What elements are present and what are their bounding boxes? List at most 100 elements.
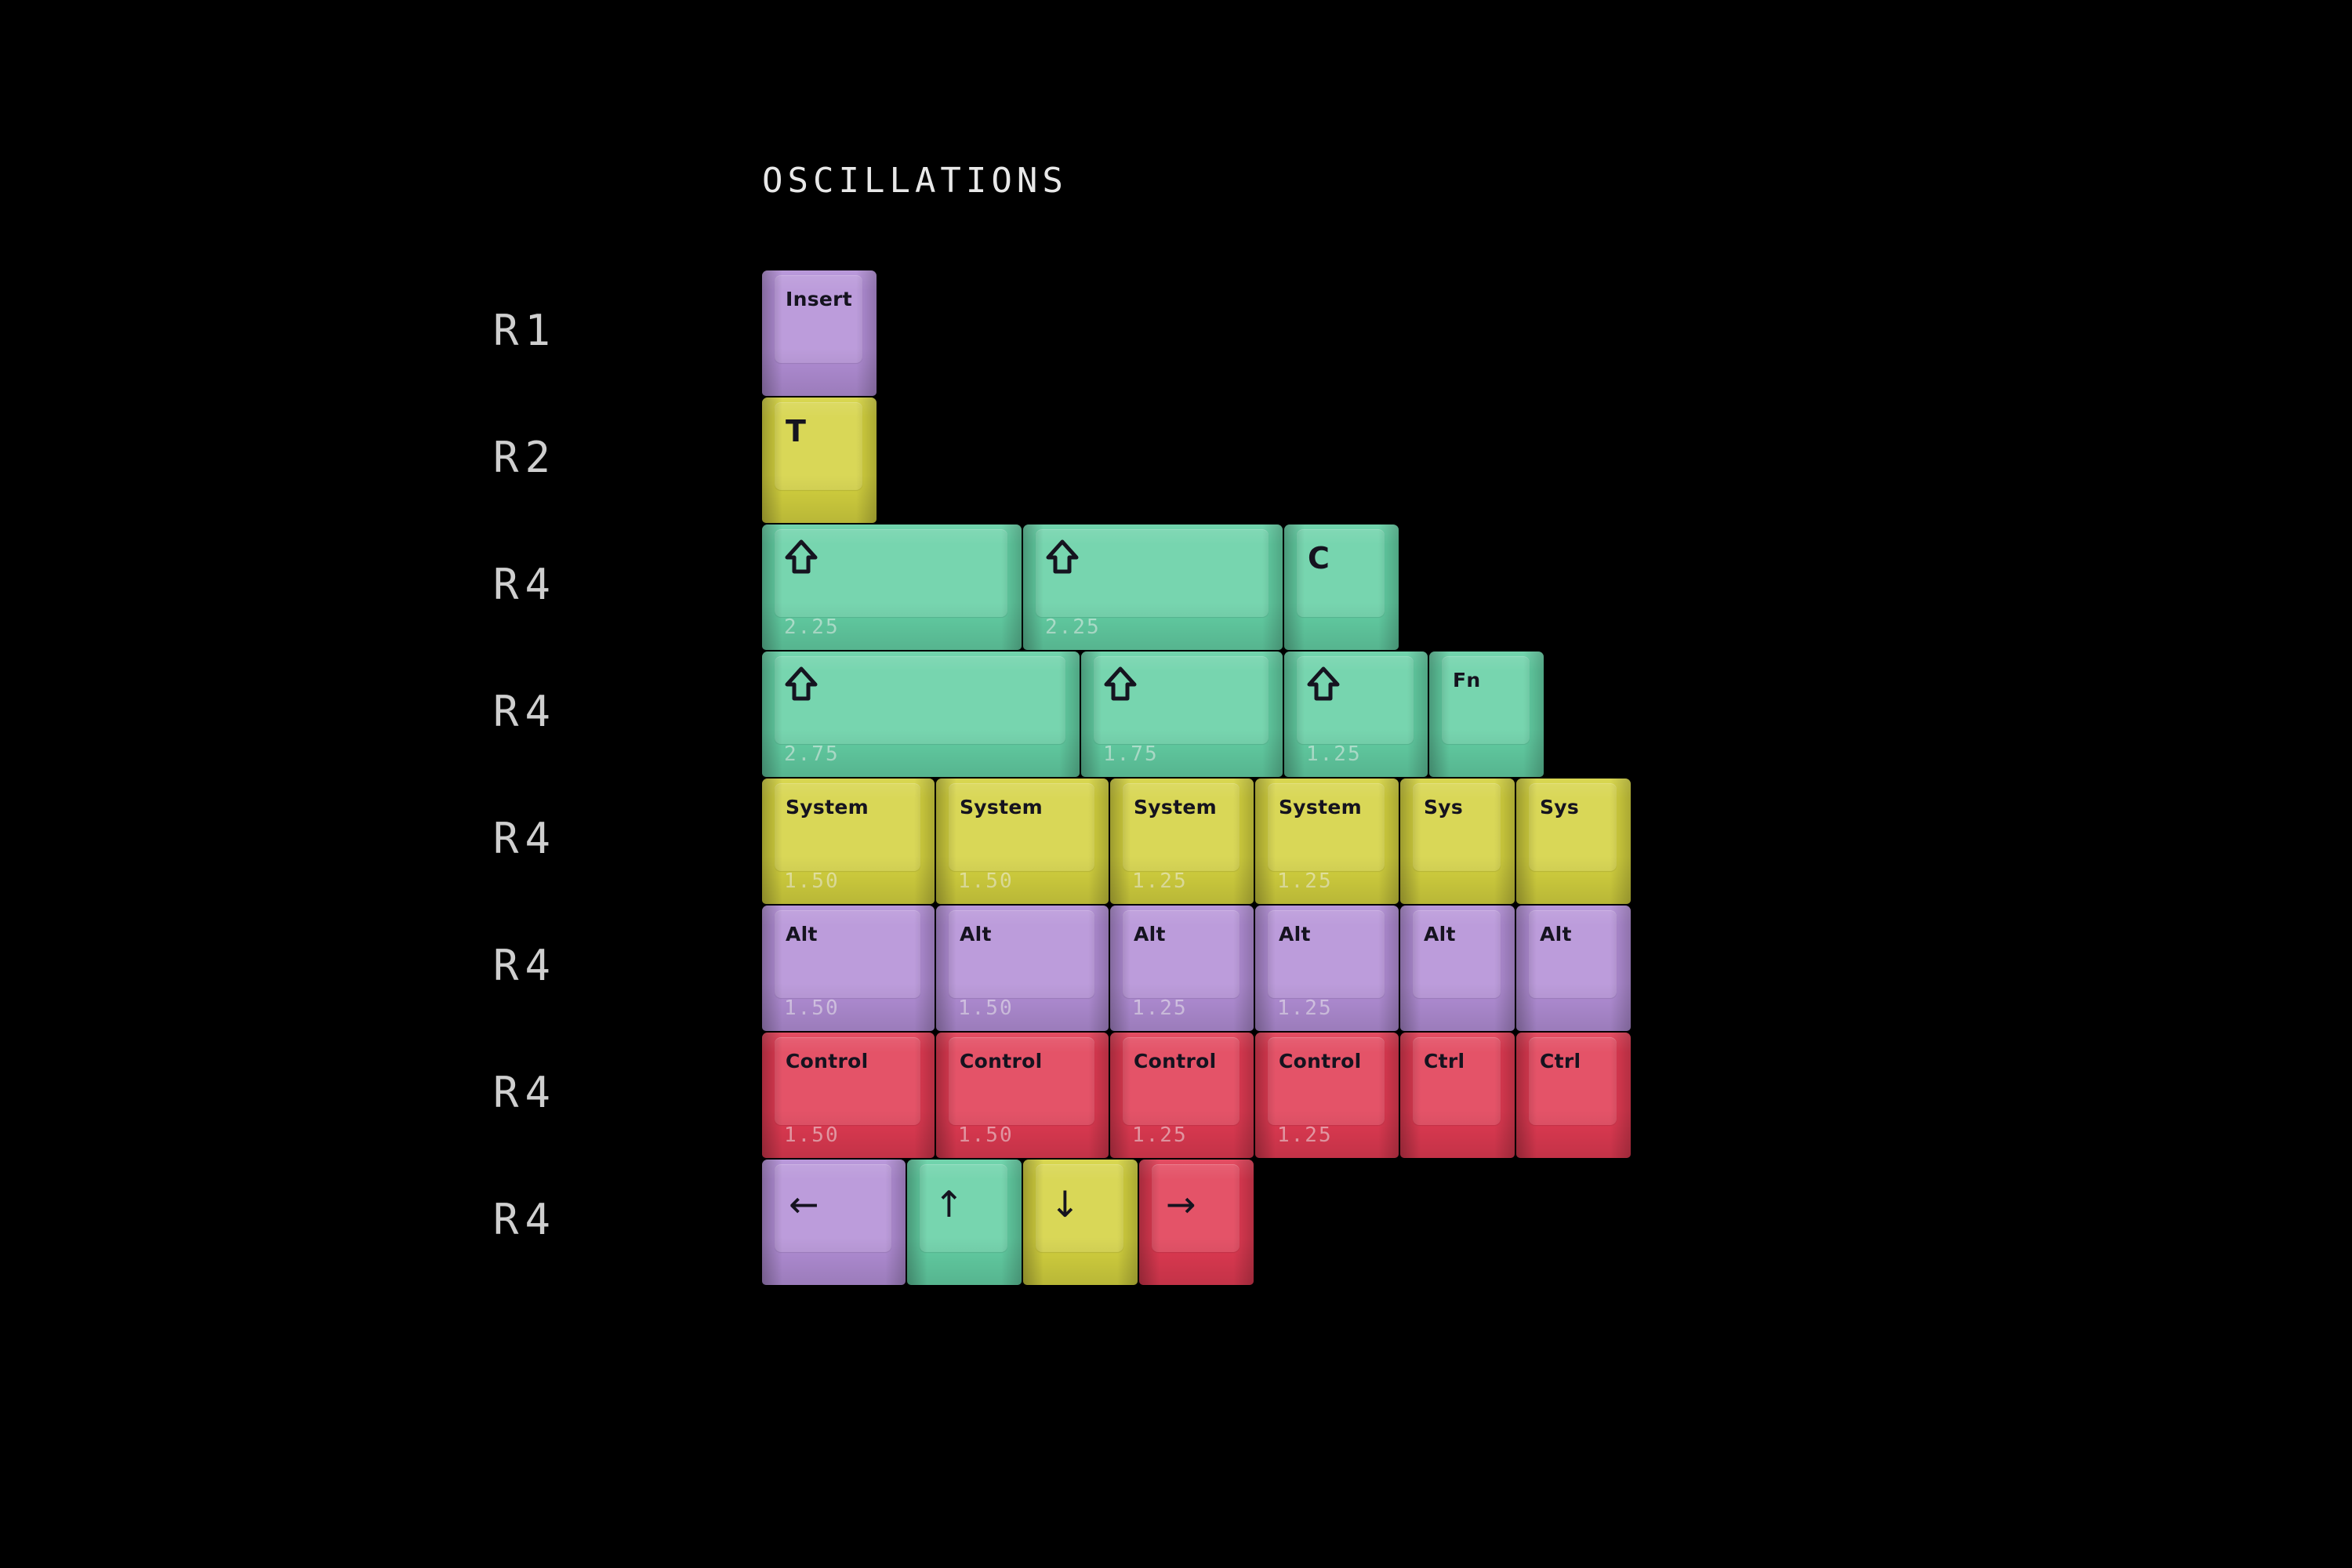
keycap-body: Control 1.50 xyxy=(762,1033,935,1158)
keycap-legend: Alt xyxy=(960,923,992,946)
keycap-alt[interactable]: Alt 1.25 xyxy=(1110,906,1255,1033)
keycap-insert[interactable]: Insert xyxy=(762,270,878,397)
keycap-body: Ctrl xyxy=(1516,1033,1631,1158)
keycap-shift[interactable]: 2.25 xyxy=(762,524,1023,652)
keycap-top-surface xyxy=(1413,910,1501,998)
keycap-size-label: 1.25 xyxy=(1277,869,1333,893)
keycap-size-label: 2.25 xyxy=(1045,615,1101,639)
keycap-body: 2.75 xyxy=(762,652,1080,777)
keycap-size-label: 1.50 xyxy=(784,996,840,1020)
row-label-1: R1 xyxy=(492,306,557,355)
row-label-6: R4 xyxy=(492,941,557,990)
keycap-arrow-3[interactable]: → xyxy=(1139,1160,1255,1287)
keycap-legend: Control xyxy=(1134,1050,1217,1073)
keycap-alt[interactable]: Alt xyxy=(1400,906,1516,1033)
shift-arrow-icon xyxy=(1046,539,1079,574)
keycap-body: ↑ xyxy=(907,1160,1022,1285)
keycap-legend: Control xyxy=(786,1050,869,1073)
keycap-legend: Ctrl xyxy=(1424,1050,1465,1073)
keycap-system[interactable]: System 1.25 xyxy=(1110,779,1255,906)
keycap-size-label: 1.50 xyxy=(958,996,1014,1020)
keycap-body: Control 1.25 xyxy=(1110,1033,1254,1158)
keycap-alt[interactable]: Alt 1.50 xyxy=(762,906,936,1033)
keycap-body: Control 1.50 xyxy=(936,1033,1109,1158)
keycap-shift[interactable]: 1.75 xyxy=(1081,652,1284,779)
keycap-top-surface xyxy=(1123,910,1240,998)
row-label-3: R4 xyxy=(492,560,557,609)
keycap-legend: System xyxy=(1279,796,1362,818)
keycap-alt[interactable]: Alt xyxy=(1516,906,1632,1033)
keycap-c[interactable]: C xyxy=(1284,524,1400,652)
keycap-body: Alt xyxy=(1400,906,1515,1031)
keycap-top-surface xyxy=(1123,783,1240,871)
keycap-top-surface xyxy=(775,656,1065,744)
keycap-system[interactable]: System 1.50 xyxy=(936,779,1110,906)
keycap-top-surface xyxy=(1442,656,1530,744)
keycap-t[interactable]: T xyxy=(762,397,878,524)
keycap-sys[interactable]: Sys xyxy=(1400,779,1516,906)
keycap-top-surface xyxy=(775,1164,891,1252)
keycap-size-label: 1.25 xyxy=(1132,869,1188,893)
keycap-shift[interactable]: 2.75 xyxy=(762,652,1081,779)
keycap-size-label: 1.25 xyxy=(1132,1123,1188,1147)
keycap-control[interactable]: Control 1.50 xyxy=(762,1033,936,1160)
keycap-top-surface xyxy=(775,529,1007,617)
keycap-legend: ← xyxy=(789,1183,819,1225)
keycap-fn[interactable]: Fn xyxy=(1429,652,1545,779)
keycap-body: Alt 1.50 xyxy=(936,906,1109,1031)
keycap-top-surface xyxy=(775,402,862,490)
keycap-top-surface xyxy=(1123,1037,1240,1125)
keycap-arrow-0[interactable]: ← xyxy=(762,1160,907,1287)
keycap-control[interactable]: Control 1.50 xyxy=(936,1033,1110,1160)
keycap-control[interactable]: Control 1.25 xyxy=(1255,1033,1400,1160)
keycap-legend: System xyxy=(960,796,1043,818)
keycap-legend: Alt xyxy=(1540,923,1572,946)
row-label-7: R4 xyxy=(492,1068,557,1117)
keycap-top-surface xyxy=(775,910,920,998)
keycap-size-label: 1.75 xyxy=(1103,742,1159,766)
row-label-8: R4 xyxy=(492,1195,557,1244)
keycap-top-surface xyxy=(949,783,1094,871)
keycap-system[interactable]: System 1.25 xyxy=(1255,779,1400,906)
keycap-top-surface xyxy=(949,1037,1094,1125)
keycap-top-surface xyxy=(1268,1037,1385,1125)
keycap-body: Sys xyxy=(1400,779,1515,904)
keycap-control[interactable]: Control 1.25 xyxy=(1110,1033,1255,1160)
keycap-top-surface xyxy=(1268,783,1385,871)
keycap-body: 2.25 xyxy=(762,524,1022,650)
keycap-arrow-2[interactable]: ↓ xyxy=(1023,1160,1139,1287)
keycap-legend: Control xyxy=(960,1050,1043,1073)
keycap-shift[interactable]: 2.25 xyxy=(1023,524,1284,652)
keycap-shift[interactable]: 1.25 xyxy=(1284,652,1429,779)
keycap-top-surface xyxy=(1529,783,1617,871)
keycap-body: System 1.25 xyxy=(1110,779,1254,904)
shift-arrow-icon xyxy=(1307,666,1340,701)
keycap-top-surface xyxy=(775,783,920,871)
keycap-legend: System xyxy=(1134,796,1217,818)
keycap-alt[interactable]: Alt 1.50 xyxy=(936,906,1110,1033)
keycap-ctrl[interactable]: Ctrl xyxy=(1516,1033,1632,1160)
keycap-body: Ctrl xyxy=(1400,1033,1515,1158)
keycap-legend: Alt xyxy=(1424,923,1456,946)
keycap-top-surface xyxy=(920,1164,1007,1252)
keycap-legend: C xyxy=(1308,541,1330,575)
keycap-size-label: 1.25 xyxy=(1277,996,1333,1020)
shift-arrow-icon xyxy=(785,539,818,574)
keycap-legend: Alt xyxy=(1279,923,1311,946)
keycap-body: Control 1.25 xyxy=(1255,1033,1399,1158)
keycap-legend: T xyxy=(786,414,807,448)
keycap-alt[interactable]: Alt 1.25 xyxy=(1255,906,1400,1033)
keycap-ctrl[interactable]: Ctrl xyxy=(1400,1033,1516,1160)
keycap-sys[interactable]: Sys xyxy=(1516,779,1632,906)
keycap-size-label: 1.25 xyxy=(1306,742,1362,766)
keycap-system[interactable]: System 1.50 xyxy=(762,779,936,906)
keycap-top-surface xyxy=(1297,529,1385,617)
keycap-arrow-1[interactable]: ↑ xyxy=(907,1160,1023,1287)
keycap-body: System 1.50 xyxy=(762,779,935,904)
keycap-body: Alt 1.25 xyxy=(1110,906,1254,1031)
shift-arrow-icon xyxy=(785,666,818,701)
keycap-body: 2.25 xyxy=(1023,524,1283,650)
keycap-body: 1.25 xyxy=(1284,652,1428,777)
keycap-size-label: 2.75 xyxy=(784,742,840,766)
